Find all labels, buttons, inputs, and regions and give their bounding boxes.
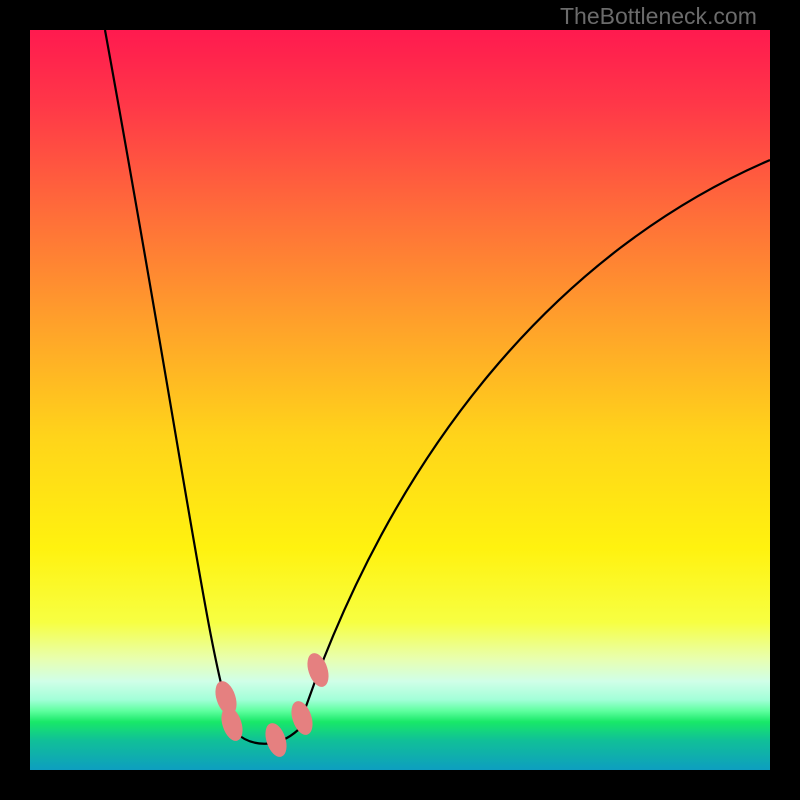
chart-plot-area <box>30 30 770 770</box>
gradient-background <box>30 30 770 770</box>
watermark-label: TheBottleneck.com <box>560 3 757 30</box>
chart-svg <box>30 30 770 770</box>
